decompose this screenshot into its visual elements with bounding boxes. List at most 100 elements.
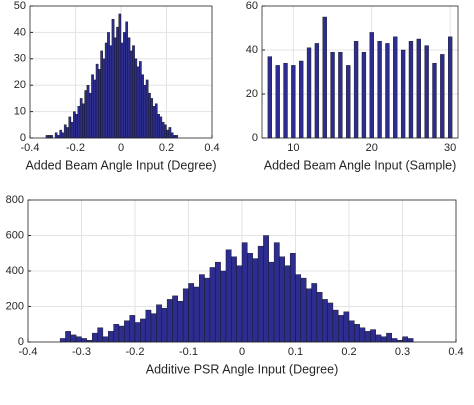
histogram-bar bbox=[279, 256, 286, 343]
x-tick-label: -0.4 bbox=[21, 142, 40, 154]
histogram-bar bbox=[91, 332, 98, 343]
y-tick-label: 0 bbox=[20, 132, 26, 144]
histogram-bar bbox=[109, 45, 113, 139]
histogram-bar bbox=[247, 253, 253, 343]
subplot: 0 200 400 600 800 -0.4 -0.3 -0.2 -0.1 0 0.1 0.2 0.3 0… bbox=[6, 194, 464, 376]
histogram-bar bbox=[170, 132, 174, 139]
histogram-bar bbox=[156, 304, 162, 343]
histogram-bar bbox=[311, 283, 318, 343]
x-tick-label: -0.2 bbox=[66, 142, 85, 154]
histogram-bar bbox=[116, 26, 119, 139]
histogram-bar bbox=[252, 258, 259, 343]
histogram-bar bbox=[375, 334, 382, 343]
bar bbox=[400, 49, 406, 139]
histogram-bar bbox=[198, 274, 205, 343]
histogram-bar bbox=[70, 121, 74, 139]
bar bbox=[353, 41, 359, 139]
histogram-bar bbox=[231, 256, 237, 343]
x-axis-label: Additive PSR Angle Input (Degree) bbox=[146, 362, 338, 376]
histogram-bar bbox=[120, 42, 124, 139]
x-tick-label: 0.4 bbox=[448, 346, 463, 358]
x-tick-label: -0.3 bbox=[72, 346, 91, 358]
histogram-bar bbox=[359, 327, 366, 343]
histogram-bar bbox=[236, 265, 243, 343]
histogram-bar bbox=[306, 288, 312, 343]
histogram-bar bbox=[104, 42, 108, 139]
histogram-bar bbox=[150, 98, 154, 139]
bar bbox=[283, 63, 288, 139]
histogram-bar bbox=[166, 299, 173, 343]
bar bbox=[393, 36, 398, 139]
histogram-bar bbox=[125, 21, 129, 139]
histogram-bar bbox=[102, 336, 109, 343]
histogram-bar bbox=[209, 267, 216, 343]
histogram-bar bbox=[154, 103, 158, 139]
histogram-bar bbox=[59, 129, 63, 139]
histogram-bar bbox=[161, 121, 165, 139]
histogram-bar bbox=[88, 92, 92, 139]
histogram-bar bbox=[284, 265, 291, 343]
histogram-bar bbox=[241, 242, 248, 343]
histogram-bar bbox=[81, 338, 88, 343]
histogram-bar bbox=[182, 288, 189, 343]
histogram-bar bbox=[70, 334, 77, 343]
histogram-bar bbox=[68, 116, 72, 139]
histogram-bar bbox=[136, 66, 140, 139]
bar bbox=[346, 65, 351, 139]
histogram-bar bbox=[273, 242, 280, 343]
bar bbox=[306, 47, 312, 139]
histogram-bar bbox=[215, 261, 221, 343]
histogram-bar bbox=[332, 309, 339, 343]
bar bbox=[322, 16, 327, 139]
y-tick-label: 20 bbox=[246, 88, 258, 100]
histogram-bar bbox=[84, 90, 88, 139]
x-tick-label: -0.2 bbox=[126, 346, 145, 358]
histogram-bar bbox=[123, 32, 126, 139]
histogram-bar bbox=[118, 13, 122, 139]
x-axis-label: Added Beam Angle Input (Degree) bbox=[25, 158, 216, 172]
histogram-bar bbox=[193, 286, 200, 343]
x-tick-label: -0.1 bbox=[179, 346, 198, 358]
histogram-bar bbox=[66, 127, 69, 139]
bar bbox=[424, 45, 429, 139]
bar bbox=[291, 65, 296, 139]
histogram-bar bbox=[134, 58, 138, 139]
histogram-bar bbox=[150, 313, 157, 343]
histogram-bar bbox=[108, 331, 114, 343]
x-axis-label: Added Beam Angle Input (Sample) bbox=[264, 158, 456, 172]
x-tick-label: 0.1 bbox=[288, 346, 303, 358]
y-tick-label: 30 bbox=[14, 53, 26, 65]
axes-box bbox=[29, 5, 213, 139]
subplot: 0 10 20 30 40 50 -0.4 -0.2 0 0.2 0.4 Added Beam Ang… bbox=[14, 0, 220, 172]
histogram-bar bbox=[127, 37, 131, 139]
histogram-bar bbox=[354, 324, 360, 343]
histogram-bar bbox=[152, 106, 156, 139]
histogram-bar bbox=[59, 338, 66, 343]
histogram-bar bbox=[91, 74, 94, 139]
bar bbox=[314, 43, 320, 139]
bar bbox=[330, 52, 335, 139]
bar bbox=[361, 52, 367, 139]
histogram-bar bbox=[86, 84, 90, 139]
histogram-bar bbox=[100, 50, 104, 139]
bar bbox=[267, 56, 273, 139]
histogram-bar bbox=[166, 129, 169, 139]
histogram-bar bbox=[157, 114, 160, 139]
histogram-bar bbox=[188, 283, 195, 343]
y-tick-label: 400 bbox=[6, 265, 24, 277]
histogram-bar bbox=[386, 332, 393, 343]
y-tick-label: 20 bbox=[14, 79, 26, 91]
y-tick-label: 40 bbox=[14, 26, 26, 38]
histogram-bar bbox=[322, 299, 328, 343]
histogram-bar bbox=[338, 315, 344, 343]
y-tick-label: 600 bbox=[6, 229, 24, 241]
bar bbox=[369, 32, 374, 139]
x-tick-label: 10 bbox=[287, 142, 299, 154]
x-tick-label: 0.4 bbox=[204, 142, 219, 154]
histogram-bar bbox=[327, 302, 334, 343]
y-tick-label: 0 bbox=[252, 132, 258, 144]
histogram-bar bbox=[343, 311, 350, 343]
bar bbox=[440, 54, 445, 139]
histogram-bar bbox=[168, 127, 172, 139]
